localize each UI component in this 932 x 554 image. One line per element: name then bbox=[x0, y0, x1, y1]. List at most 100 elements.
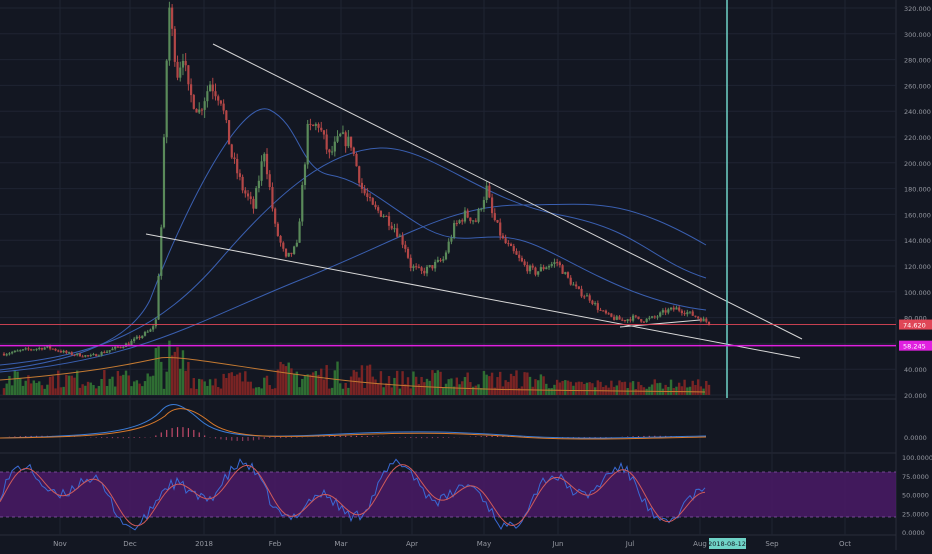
drawings[interactable] bbox=[0, 0, 896, 398]
volume-bar bbox=[664, 384, 667, 395]
volume-bar bbox=[623, 381, 627, 395]
candle-body bbox=[564, 272, 567, 274]
candle-body bbox=[192, 95, 195, 109]
candle-body bbox=[526, 264, 529, 272]
candle-body bbox=[572, 284, 575, 286]
candle-body bbox=[143, 332, 147, 336]
candle-body bbox=[265, 153, 269, 175]
candle-body bbox=[301, 184, 304, 222]
candle-body bbox=[211, 84, 214, 92]
candle-body bbox=[241, 176, 244, 191]
candle-body bbox=[5, 354, 8, 356]
volume-bar bbox=[450, 378, 453, 395]
candle-body bbox=[379, 210, 383, 217]
volume-bar bbox=[599, 381, 602, 395]
volume-bar bbox=[596, 380, 600, 395]
volume-bar bbox=[127, 375, 130, 395]
candle-body bbox=[171, 7, 174, 29]
candle-body bbox=[488, 185, 491, 198]
volume-bar bbox=[501, 386, 505, 395]
volume-bar bbox=[404, 384, 407, 395]
volume-bar bbox=[238, 372, 242, 395]
volume-bar bbox=[349, 376, 353, 395]
candle-body bbox=[298, 221, 301, 243]
volume-bar bbox=[265, 375, 269, 395]
candle-body bbox=[474, 220, 477, 222]
volume-bar bbox=[447, 379, 450, 395]
candle-body bbox=[447, 241, 450, 253]
volume-bar bbox=[339, 383, 342, 395]
volume-bar bbox=[211, 385, 214, 395]
candle-body bbox=[30, 349, 33, 351]
candle-body bbox=[661, 310, 665, 313]
candle-body bbox=[523, 261, 526, 265]
candle-body bbox=[621, 319, 624, 321]
volume-bar bbox=[333, 370, 337, 395]
candle-body bbox=[575, 284, 578, 287]
volume-bar bbox=[390, 387, 393, 395]
volume-bar bbox=[691, 380, 694, 395]
candle-body bbox=[515, 251, 518, 255]
price-tick-label: 40.000 bbox=[904, 366, 927, 374]
candle-body bbox=[152, 326, 155, 330]
candle-body bbox=[542, 267, 545, 270]
volume-bar bbox=[395, 370, 399, 395]
candle-body bbox=[295, 242, 298, 247]
candle-body bbox=[173, 28, 176, 62]
candle-body bbox=[463, 210, 467, 222]
candle-body bbox=[86, 355, 90, 357]
candle-body bbox=[686, 312, 689, 315]
volume-bar bbox=[38, 381, 41, 395]
candle-body bbox=[217, 96, 220, 101]
candle-body bbox=[336, 136, 339, 142]
candle-body bbox=[27, 348, 30, 350]
candle-body bbox=[656, 316, 659, 318]
volume-bar bbox=[485, 374, 488, 395]
candle-body bbox=[626, 319, 629, 321]
volume-bar bbox=[257, 387, 261, 395]
volume-bar bbox=[103, 369, 106, 395]
candle-body bbox=[244, 190, 247, 194]
price-tick-label: 280.000 bbox=[904, 57, 931, 65]
volume-bar bbox=[203, 381, 206, 395]
candle-body bbox=[138, 336, 141, 339]
volume-bar bbox=[59, 387, 63, 395]
candle-body bbox=[114, 346, 117, 349]
volume-bar bbox=[561, 380, 564, 395]
candle-body bbox=[393, 228, 396, 230]
candle-body bbox=[520, 257, 524, 262]
candle-body bbox=[276, 223, 279, 236]
candle-body bbox=[499, 222, 502, 236]
price-tick-label: 260.000 bbox=[904, 82, 931, 90]
volume-bar bbox=[244, 371, 247, 395]
support-badge bbox=[899, 340, 932, 351]
candle-body bbox=[534, 267, 537, 275]
volume-bar bbox=[16, 371, 19, 395]
volume-bar bbox=[675, 386, 678, 395]
price-tick-label: 120.000 bbox=[904, 263, 931, 271]
last-price-label: 74.620 bbox=[903, 322, 926, 330]
time-tick-label: Oct bbox=[839, 540, 851, 548]
volume-bar bbox=[86, 381, 90, 395]
volume-bar bbox=[328, 388, 331, 395]
price-tick-label: 160.000 bbox=[904, 211, 931, 219]
candle-body bbox=[531, 265, 534, 268]
volume-bar bbox=[360, 365, 364, 395]
volume-bar bbox=[273, 388, 277, 395]
candle-body bbox=[363, 188, 366, 194]
volume-bar bbox=[29, 383, 33, 395]
candle-body bbox=[640, 319, 643, 322]
volume-bar bbox=[46, 384, 49, 395]
lower-trendline bbox=[145, 233, 801, 359]
volume-bar bbox=[621, 382, 624, 395]
candle-body bbox=[618, 316, 621, 320]
volume-bar bbox=[179, 368, 182, 395]
time-tick-label: Feb bbox=[269, 540, 282, 548]
volume-bar bbox=[658, 382, 662, 395]
candle-body bbox=[165, 60, 168, 138]
candle-body bbox=[680, 310, 683, 314]
volume-bar bbox=[208, 379, 212, 395]
candle-body bbox=[130, 341, 133, 345]
